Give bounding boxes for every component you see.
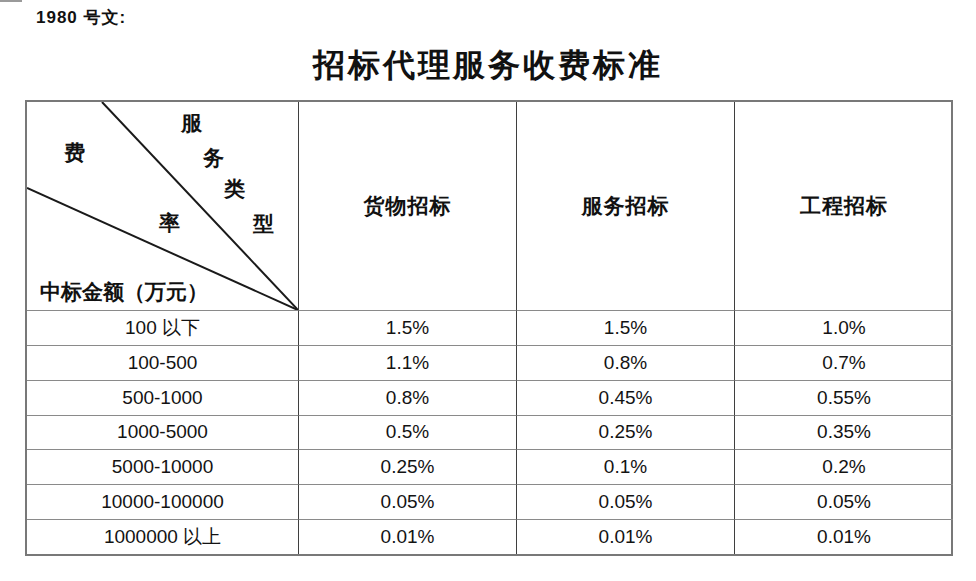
fee-cell-goods: 1.1% — [298, 345, 516, 380]
row-range-label: 1000000 以上 — [27, 519, 298, 554]
fee-cell-services: 0.25% — [516, 415, 734, 450]
corner-label-service-type-char: 类 — [224, 179, 245, 200]
corner-label-service-type-char: 型 — [253, 214, 274, 235]
row-range-label: 10000-100000 — [27, 484, 298, 519]
table-corner-cell: 服 务 类 型 费 率 中标金额（万元） — [27, 102, 298, 310]
column-header-goods: 货物招标 — [298, 102, 516, 310]
corner-label-fee-rate-char: 费 — [64, 143, 85, 164]
fee-cell-engineering: 0.2% — [734, 449, 953, 484]
fee-cell-services: 1.5% — [516, 310, 734, 345]
fee-cell-engineering: 0.35% — [734, 415, 953, 450]
fee-cell-engineering: 1.0% — [734, 310, 953, 345]
corner-label-bid-amount: 中标金额（万元） — [40, 281, 208, 303]
fee-cell-services: 0.05% — [516, 484, 734, 519]
fee-standard-table: 服 务 类 型 费 率 中标金额（万元） 货物招标 服务招标 工程招标 100 … — [25, 100, 953, 556]
corner-label-fee-rate-char: 率 — [159, 213, 180, 234]
fee-cell-engineering: 0.55% — [734, 380, 953, 415]
fee-cell-goods: 0.05% — [298, 484, 516, 519]
fee-cell-services: 0.8% — [516, 345, 734, 380]
column-header-engineering: 工程招标 — [734, 102, 953, 310]
corner-diagonal-lines — [27, 102, 298, 310]
fee-cell-services: 0.01% — [516, 519, 734, 554]
document-page: 1980 号文: 招标代理服务收费标准 服 务 类 型 费 率 中标金额（万元）… — [0, 0, 976, 581]
row-range-label: 1000-5000 — [27, 415, 298, 450]
column-header-services: 服务招标 — [516, 102, 734, 310]
row-range-label: 100-500 — [27, 345, 298, 380]
fee-cell-engineering: 0.01% — [734, 519, 953, 554]
row-range-label: 5000-10000 — [27, 449, 298, 484]
row-range-label: 100 以下 — [27, 310, 298, 345]
scan-edge-artifact — [0, 0, 22, 2]
fee-cell-engineering: 0.05% — [734, 484, 953, 519]
page-title: 招标代理服务收费标准 — [0, 44, 976, 88]
fee-cell-engineering: 0.7% — [734, 345, 953, 380]
corner-label-service-type-char: 务 — [203, 148, 224, 169]
fee-cell-goods: 0.8% — [298, 380, 516, 415]
corner-label-service-type-char: 服 — [181, 113, 202, 134]
fee-cell-services: 0.1% — [516, 449, 734, 484]
row-range-label: 500-1000 — [27, 380, 298, 415]
fee-cell-goods: 0.01% — [298, 519, 516, 554]
doc-number-label: 1980 号文: — [36, 6, 126, 29]
fee-cell-services: 0.45% — [516, 380, 734, 415]
fee-cell-goods: 0.25% — [298, 449, 516, 484]
fee-cell-goods: 1.5% — [298, 310, 516, 345]
fee-cell-goods: 0.5% — [298, 415, 516, 450]
